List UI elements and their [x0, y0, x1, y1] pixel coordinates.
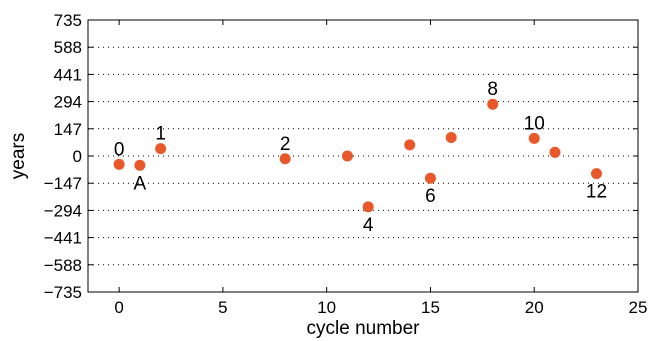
y-axis-label: years — [8, 133, 29, 179]
y-tick-label: 441 — [54, 65, 82, 84]
y-tick-label: 0 — [73, 147, 82, 166]
data-point — [445, 131, 457, 143]
y-axis-ticks: 735 588 441 294 147 0 −147 −294 −441 −588 −735 — [44, 11, 638, 302]
data-point — [424, 172, 436, 184]
point-label: 1 — [155, 124, 166, 145]
y-tick-label: −147 — [44, 174, 82, 193]
x-axis-label: cycle number — [307, 318, 421, 339]
point-label: A — [134, 173, 147, 194]
x-axis-ticks: 0 5 10 15 20 25 — [114, 20, 647, 317]
x-tick-label: 20 — [525, 298, 544, 317]
data-point — [279, 153, 291, 165]
data-point — [487, 98, 499, 110]
y-tick-label: −588 — [44, 256, 82, 275]
data-point — [528, 132, 540, 144]
data-point — [590, 168, 602, 180]
data-point — [362, 201, 374, 213]
data-point — [404, 139, 416, 151]
y-tick-label: 147 — [54, 120, 82, 139]
y-tick-label: 294 — [54, 93, 82, 112]
x-tick-label: 25 — [629, 298, 648, 317]
point-label: 4 — [363, 215, 374, 236]
y-tick-label: −735 — [44, 283, 82, 302]
data-point — [549, 146, 561, 158]
point-label: 6 — [425, 186, 436, 207]
data-point — [134, 159, 146, 171]
grid-lines — [88, 46, 638, 266]
data-point — [155, 143, 167, 155]
point-label: 8 — [487, 79, 498, 100]
data-points — [113, 98, 602, 213]
y-tick-label: −294 — [44, 201, 82, 220]
x-tick-label: 5 — [218, 298, 227, 317]
point-label: 12 — [586, 182, 607, 203]
x-tick-label: 15 — [421, 298, 440, 317]
point-label: 10 — [524, 113, 545, 134]
y-tick-label: −441 — [44, 229, 82, 248]
x-tick-label: 0 — [114, 298, 123, 317]
y-tick-label: 735 — [54, 11, 82, 30]
x-tick-label: 10 — [317, 298, 336, 317]
point-label: 2 — [280, 134, 291, 155]
point-label: 0 — [114, 139, 125, 160]
data-point — [113, 158, 125, 170]
data-point — [341, 150, 353, 162]
y-tick-label: 588 — [54, 38, 82, 57]
